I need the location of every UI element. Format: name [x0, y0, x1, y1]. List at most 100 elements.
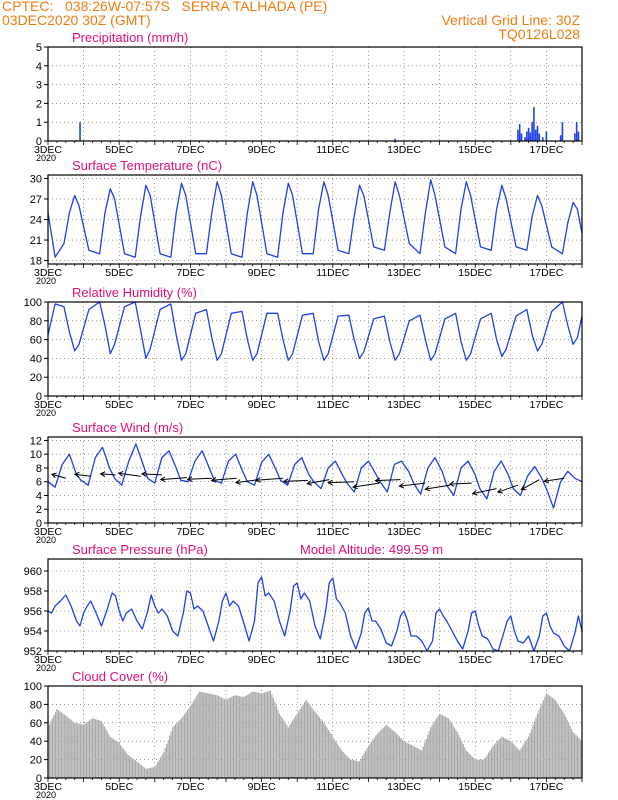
precip-bar — [529, 132, 532, 141]
x-tick-label: 13DEC — [387, 781, 421, 793]
x-tick-label: 11DEC — [316, 399, 349, 411]
header-location: CPTEC: 038:26W-07:57S SERRA TALHADA (PE) — [2, 0, 328, 14]
precip-bar — [527, 127, 530, 141]
y-tick-label: 27 — [30, 194, 42, 206]
wind-vector — [100, 473, 116, 476]
y-tick-label: 956 — [24, 606, 42, 618]
y-tick-label: 5 — [36, 42, 42, 54]
precip-bar — [538, 133, 541, 141]
wind-vector — [255, 477, 283, 481]
pres-annotation: Model Altitude: 499.59 m — [300, 542, 443, 557]
y-tick-label: 60 — [30, 335, 42, 347]
rh-title: Relative Humidity (%) — [72, 285, 197, 300]
x-tick-label: 9DEC — [248, 526, 276, 538]
x-tick-label: 3DEC — [34, 781, 62, 793]
wind-vector — [472, 488, 497, 495]
x-tick-label: 17DEC — [529, 267, 563, 279]
wind-vector — [375, 479, 401, 482]
wind-vector — [51, 473, 66, 479]
wind-vector — [425, 484, 451, 490]
x-tick-label: 3DEC — [34, 267, 62, 279]
precip-bar — [577, 131, 580, 141]
x-tick-label: 5DEC — [105, 654, 133, 666]
wind-vector — [353, 482, 380, 488]
precip-bar — [561, 122, 564, 141]
y-tick-label: 4 — [36, 490, 42, 502]
precip-bar — [575, 122, 578, 141]
y-tick-label: 4 — [36, 61, 42, 73]
y-tick-label: 21 — [30, 235, 42, 247]
wind-arrowhead — [140, 471, 147, 477]
wind-arrowhead — [50, 472, 57, 479]
wind-vector — [521, 479, 540, 491]
header-run-time: 03DEC2020 30Z (GMT) — [2, 12, 151, 28]
precip-bar — [542, 137, 544, 141]
precip-bar — [574, 133, 576, 141]
cloud-title: Cloud Cover (%) — [72, 669, 168, 684]
y-tick-label: 20 — [30, 755, 42, 767]
wind-vector — [399, 482, 426, 487]
wind-vector — [211, 477, 237, 481]
wind-vector — [544, 477, 565, 482]
x-tick-label: 7DEC — [176, 399, 204, 411]
x-year-label: 2020 — [36, 790, 56, 800]
x-tick-label: 9DEC — [248, 399, 276, 411]
wind-arrowhead — [306, 480, 313, 486]
wind-vector — [187, 477, 212, 480]
wind-vector — [235, 479, 259, 484]
precip-bar — [526, 131, 528, 141]
x-tick-label: 3DEC — [34, 526, 62, 538]
x-tick-label: 13DEC — [387, 654, 421, 666]
y-tick-label: 960 — [24, 566, 42, 578]
header-grid-line: Vertical Grid Line: 30Z — [441, 12, 580, 28]
wind-vector — [449, 482, 472, 485]
wind-vector — [283, 479, 308, 482]
wind-arrowhead — [117, 470, 124, 477]
wind-series-line — [47, 443, 583, 509]
precip-bar — [520, 133, 523, 141]
x-tick-label: 9DEC — [248, 781, 276, 793]
pres-title: Surface Pressure (hPa) — [72, 542, 208, 557]
temp-title: Surface Temperature (nC) — [72, 158, 222, 173]
x-tick-label: 3DEC — [34, 399, 62, 411]
x-tick-label: 5DEC — [105, 267, 133, 279]
x-tick-label: 11DEC — [316, 526, 349, 538]
x-tick-label: 7DEC — [176, 781, 204, 793]
x-tick-label: 15DEC — [458, 399, 492, 411]
wind-arrowhead — [520, 485, 527, 491]
x-tick-label: 13DEC — [387, 526, 421, 538]
precip-frame — [47, 46, 583, 142]
x-tick-label: 3DEC — [34, 654, 62, 666]
wind-vector — [497, 484, 519, 493]
precip-bar — [534, 129, 537, 141]
x-year-label: 2020 — [36, 153, 56, 163]
y-tick-label: 10 — [30, 449, 42, 461]
x-tick-label: 3DEC — [34, 144, 62, 156]
y-tick-label: 100 — [24, 681, 42, 693]
y-tick-label: 3 — [36, 80, 42, 92]
rh-series-line — [47, 301, 583, 361]
precip-bar — [533, 107, 535, 141]
x-tick-label: 13DEC — [387, 399, 421, 411]
x-year-label: 2020 — [36, 663, 56, 673]
y-tick-label: 954 — [24, 626, 42, 638]
y-tick-label: 40 — [30, 353, 42, 365]
x-year-label: 2020 — [36, 408, 56, 418]
wind-arrowhead — [235, 479, 241, 485]
wind-vector — [118, 472, 141, 477]
y-tick-label: 1 — [36, 117, 42, 129]
x-tick-label: 17DEC — [529, 526, 563, 538]
wind-arrowhead — [352, 483, 358, 490]
y-tick-label: 24 — [30, 215, 42, 227]
y-tick-label: 60 — [30, 718, 42, 730]
x-tick-label: 15DEC — [458, 781, 492, 793]
pres-series-line — [47, 576, 583, 652]
y-tick-label: 40 — [30, 736, 42, 748]
y-tick-label: 20 — [30, 372, 42, 384]
x-tick-label: 15DEC — [458, 144, 492, 156]
wind-arrowhead — [448, 481, 455, 487]
y-tick-label: 18 — [30, 256, 42, 268]
wind-arrowhead — [374, 477, 381, 484]
y-tick-label: 6 — [36, 477, 42, 489]
